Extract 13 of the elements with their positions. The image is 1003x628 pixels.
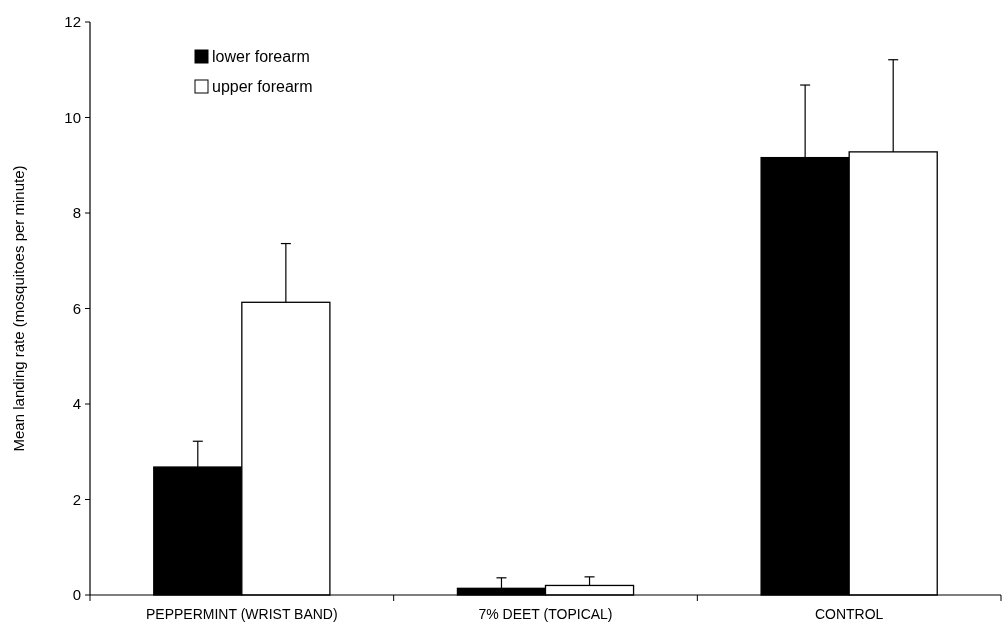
x-tick-label: PEPPERMINT (WRIST BAND) [146, 606, 338, 622]
y-tick-label: 10 [64, 108, 81, 126]
legend-label: lower forearm [212, 47, 310, 65]
y-tick-label: 2 [72, 490, 81, 508]
y-tick-label: 8 [72, 204, 81, 222]
y-axis-title: Mean landing rate (mosquitoes per minute) [10, 165, 27, 452]
x-tick-label: 7% DEET (TOPICAL) [478, 606, 613, 622]
y-tick-label: 4 [72, 395, 81, 413]
y-tick-label: 0 [72, 586, 81, 604]
x-tick-label: CONTROL [814, 606, 884, 622]
y-tick-label: 6 [72, 299, 81, 317]
y-tick-label: 12 [64, 13, 81, 31]
legend-label: upper forearm [212, 77, 313, 95]
